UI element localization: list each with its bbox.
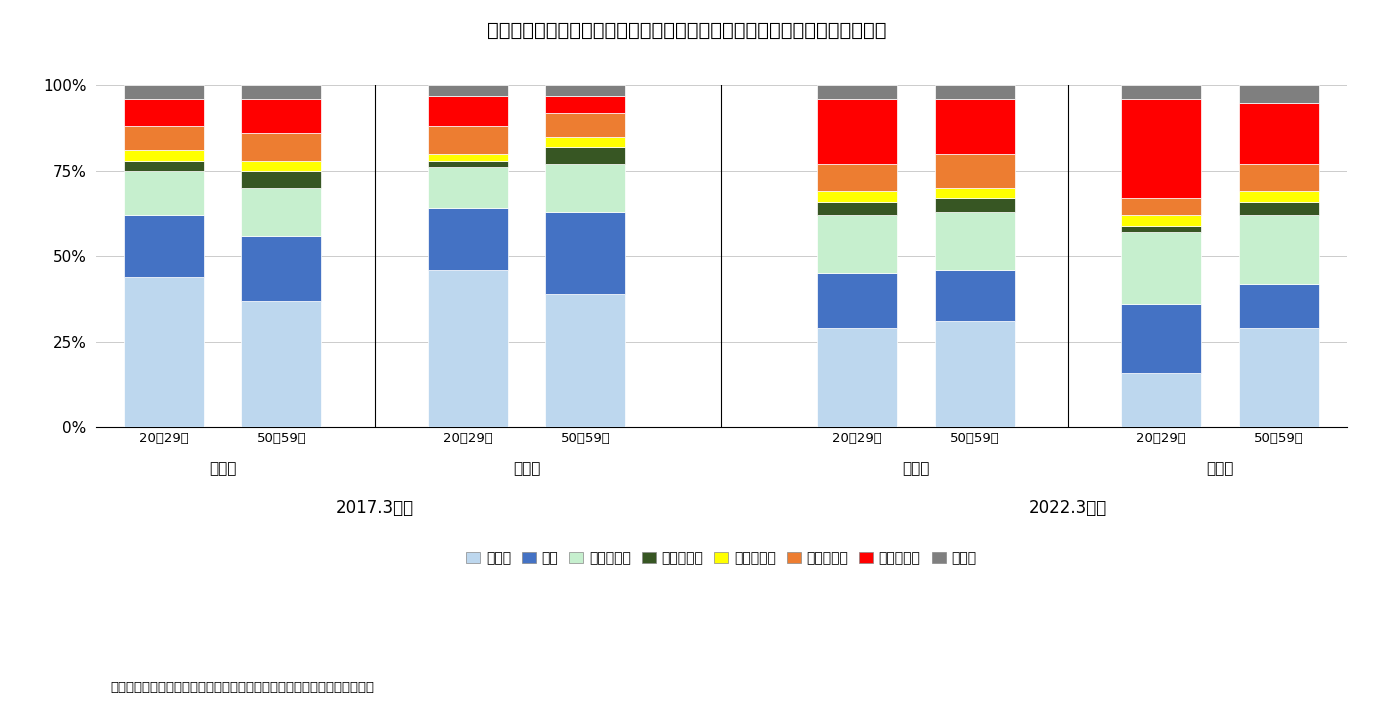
Bar	[242, 171, 322, 188]
Bar	[818, 85, 897, 99]
Bar	[1238, 85, 1319, 103]
Bar	[1238, 201, 1319, 215]
Text: 2017.3月末: 2017.3月末	[335, 499, 414, 517]
Bar	[818, 273, 897, 328]
Bar	[124, 171, 205, 215]
Bar	[1238, 215, 1319, 283]
Bar	[429, 270, 508, 427]
Bar	[1238, 192, 1319, 201]
Bar	[545, 95, 625, 112]
Bar	[429, 209, 508, 270]
Bar	[124, 85, 205, 99]
Bar	[1121, 372, 1201, 427]
Bar	[242, 99, 322, 133]
Bar	[818, 192, 897, 201]
Bar	[818, 99, 897, 164]
Bar	[545, 164, 625, 212]
Bar	[124, 215, 205, 277]
Bar	[934, 99, 1014, 154]
Bar	[124, 161, 205, 171]
Bar	[429, 85, 508, 95]
Bar	[545, 85, 625, 95]
Bar	[1121, 99, 1201, 198]
Bar	[1238, 103, 1319, 164]
Bar	[545, 137, 625, 147]
Text: 個人型: 個人型	[513, 461, 540, 476]
Bar	[934, 154, 1014, 188]
Bar	[934, 198, 1014, 212]
Text: （運営管理機関連絡協議会「確定拠出年金統計資料」より筆者にて作成）: （運営管理機関連絡協議会「確定拠出年金統計資料」より筆者にて作成）	[110, 681, 374, 694]
Bar	[124, 127, 205, 150]
Bar	[429, 127, 508, 154]
Text: 企業型: 企業型	[209, 461, 236, 476]
Bar	[818, 201, 897, 215]
Bar	[1121, 198, 1201, 215]
Bar	[242, 300, 322, 427]
Text: 個人型: 個人型	[1206, 461, 1234, 476]
Bar	[934, 85, 1014, 99]
Bar	[124, 150, 205, 161]
Bar	[1121, 215, 1201, 226]
Bar	[934, 188, 1014, 198]
Bar	[242, 133, 322, 161]
Bar	[934, 321, 1014, 427]
Bar	[545, 212, 625, 294]
Bar	[1238, 164, 1319, 192]
Bar	[1121, 232, 1201, 304]
Bar	[124, 99, 205, 127]
Text: 企業型: 企業型	[903, 461, 930, 476]
Bar	[545, 147, 625, 164]
Bar	[934, 270, 1014, 321]
Bar	[545, 294, 625, 427]
Bar	[1121, 226, 1201, 232]
Bar	[429, 167, 508, 209]
Text: 2022.3月末: 2022.3月末	[1029, 499, 1107, 517]
Bar	[242, 188, 322, 236]
Bar	[934, 212, 1014, 270]
Bar	[1238, 328, 1319, 427]
Bar	[124, 277, 205, 427]
Bar	[429, 161, 508, 167]
Bar	[242, 236, 322, 300]
Bar	[818, 164, 897, 192]
Legend: 預貯金, 保険, バランス型, 国内債券型, 外国債券型, 国内株式型, 外国株式型, その他: 預貯金, 保険, バランス型, 国内債券型, 外国債券型, 国内株式型, 外国株…	[460, 545, 982, 570]
Bar	[1238, 283, 1319, 328]
Bar	[545, 112, 625, 137]
Text: 図表１：確定拠出年金の商品選択割合の変化（年代別、企業型と個人型別）: 図表１：確定拠出年金の商品選択割合の変化（年代別、企業型と個人型別）	[488, 21, 886, 41]
Bar	[1121, 85, 1201, 99]
Bar	[242, 161, 322, 171]
Bar	[429, 154, 508, 161]
Bar	[818, 328, 897, 427]
Bar	[429, 95, 508, 127]
Bar	[1121, 304, 1201, 372]
Bar	[818, 215, 897, 273]
Bar	[242, 85, 322, 99]
